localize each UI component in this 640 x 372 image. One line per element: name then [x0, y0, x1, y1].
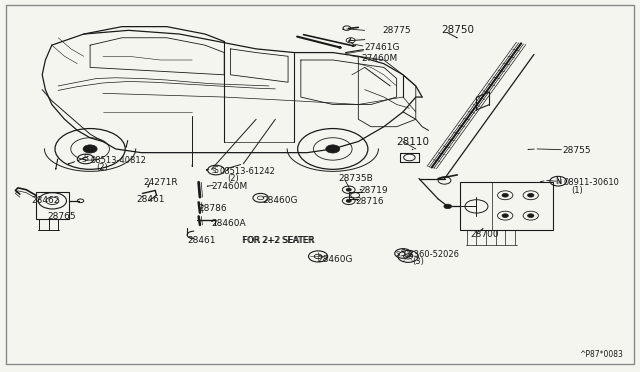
Text: 28735B: 28735B [338, 174, 372, 183]
Circle shape [346, 199, 351, 202]
Bar [36, 192, 69, 219]
Text: S: S [83, 154, 88, 163]
Text: 28716: 28716 [356, 197, 385, 206]
Text: 08513-61242: 08513-61242 [219, 167, 275, 176]
Text: 24271R: 24271R [144, 178, 179, 187]
Text: 27461G: 27461G [365, 42, 400, 51]
Text: (1): (1) [571, 186, 583, 195]
Text: 28719: 28719 [360, 186, 388, 195]
Text: 28775: 28775 [383, 26, 412, 35]
Text: 28750: 28750 [442, 25, 474, 35]
Text: FOR 2+2 SEATER: FOR 2+2 SEATER [243, 236, 315, 246]
Text: S: S [401, 249, 405, 258]
Text: 08513-40812: 08513-40812 [90, 155, 146, 164]
Circle shape [527, 193, 534, 197]
Circle shape [346, 188, 351, 191]
Text: S: S [82, 157, 86, 163]
Text: (2): (2) [227, 174, 239, 183]
Text: 28461: 28461 [136, 195, 164, 204]
Text: 27460M: 27460M [211, 182, 248, 190]
Circle shape [527, 214, 534, 218]
Text: 27460M: 27460M [361, 54, 397, 62]
Text: 28700: 28700 [470, 230, 499, 240]
Text: (3): (3) [413, 257, 424, 266]
Text: 28462: 28462 [31, 196, 60, 205]
Text: 28461: 28461 [188, 236, 216, 246]
Circle shape [502, 214, 508, 218]
Text: ^P87*0083: ^P87*0083 [579, 350, 623, 359]
Bar [461, 182, 553, 231]
Text: 28765: 28765 [47, 212, 76, 221]
Text: 08911-30610: 08911-30610 [564, 178, 620, 187]
Text: N: N [556, 179, 561, 185]
Circle shape [326, 145, 340, 153]
Circle shape [502, 193, 508, 197]
Text: (2): (2) [97, 163, 108, 172]
Text: N: N [556, 177, 561, 186]
Circle shape [444, 204, 452, 209]
Text: 28460G: 28460G [262, 196, 298, 205]
Text: FOR 2+2 SEATER: FOR 2+2 SEATER [242, 236, 314, 246]
Text: S: S [396, 251, 400, 257]
Text: 28110: 28110 [397, 137, 429, 147]
Text: 08360-52026: 08360-52026 [403, 250, 459, 259]
Text: 28786: 28786 [198, 204, 227, 213]
Text: 28755: 28755 [563, 146, 591, 155]
Circle shape [83, 145, 97, 153]
Text: S: S [211, 168, 216, 174]
Text: 28460G: 28460G [317, 255, 353, 264]
Text: 28460A: 28460A [211, 219, 246, 228]
Text: S: S [214, 166, 218, 174]
